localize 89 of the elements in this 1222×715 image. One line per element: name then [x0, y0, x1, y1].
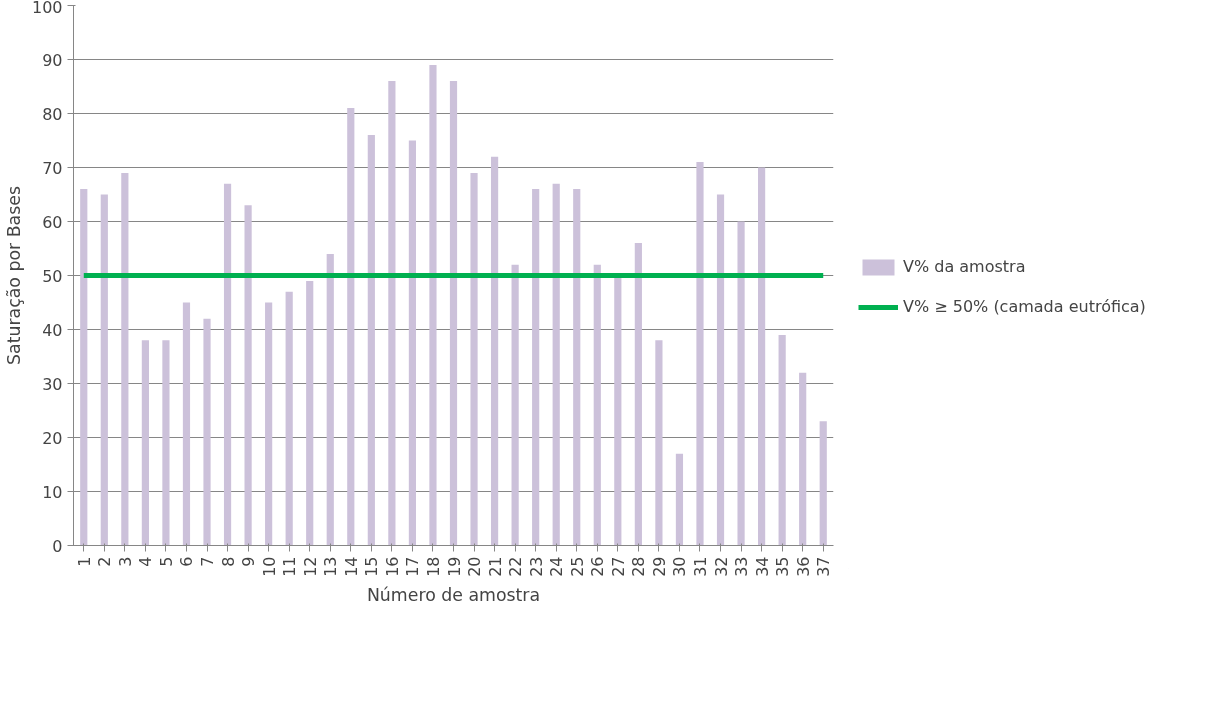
legend-label: V% ≥ 50% (camada eutrófica)	[903, 297, 1146, 316]
x-tick-label: 19	[444, 556, 464, 577]
bar	[100, 194, 108, 546]
x-tick-label: 27	[608, 556, 628, 577]
x-tick-label: 22	[506, 556, 526, 577]
bar	[449, 81, 458, 546]
x-axis-title: Número de amostra	[366, 584, 541, 605]
y-tick-label: 50	[42, 266, 63, 286]
y-tick-label: 20	[42, 428, 63, 448]
bar	[244, 205, 252, 546]
x-tick-label: 23	[526, 556, 546, 577]
bar	[470, 172, 478, 546]
y-tick-label: 10	[42, 482, 63, 502]
bar	[490, 156, 499, 546]
bar	[80, 189, 88, 546]
x-tick-label: 5	[156, 556, 176, 567]
x-tick-label: 25	[567, 556, 587, 577]
bar	[552, 183, 560, 546]
bar	[593, 264, 601, 546]
bar	[799, 372, 807, 546]
bar	[265, 302, 273, 546]
y-axis-title: Saturação por Bases	[3, 186, 24, 365]
x-tick-label: 36	[793, 556, 813, 577]
x-tick-label: 28	[629, 556, 649, 577]
x-tick-label: 26	[588, 556, 608, 577]
x-tick-label: 1	[74, 556, 94, 567]
x-tick-label: 17	[403, 556, 423, 577]
y-tick-label: 0	[52, 536, 63, 556]
bar	[223, 183, 232, 546]
x-tick-label: 21	[485, 556, 505, 577]
bar	[511, 264, 519, 546]
x-tick-label: 9	[239, 556, 259, 567]
bar	[778, 334, 786, 546]
x-tick-label: 12	[300, 556, 320, 577]
bar	[182, 302, 191, 546]
x-tick-label: 16	[382, 556, 402, 577]
x-tick-label: 18	[423, 556, 443, 577]
x-tick-label: 35	[773, 556, 793, 577]
x-tick-label: 34	[752, 556, 772, 577]
bar	[347, 108, 355, 546]
legend-label: V% da amostra	[903, 257, 1026, 276]
y-tick-label: 90	[42, 50, 63, 70]
bar	[141, 340, 149, 546]
x-tick-label: 37	[814, 556, 834, 577]
x-tick-label: 31	[690, 556, 710, 577]
y-tick-label: 30	[42, 374, 63, 394]
bar	[758, 167, 766, 546]
x-tick-label: 6	[177, 556, 197, 567]
x-tick-label: 32	[711, 556, 731, 577]
bar	[819, 421, 827, 546]
bar	[408, 140, 417, 546]
y-tick-label: 70	[42, 158, 63, 178]
y-tick-label: 40	[42, 320, 63, 340]
x-tick-label: 8	[218, 556, 238, 567]
bar	[675, 453, 684, 546]
bar	[203, 318, 211, 546]
x-tick-label: 33	[732, 556, 752, 577]
bar	[162, 340, 170, 546]
bar	[532, 189, 540, 546]
x-tick-label: 24	[547, 556, 567, 577]
bar	[696, 162, 704, 546]
y-tick-label: 60	[42, 212, 63, 232]
bar	[388, 81, 396, 546]
x-tick-label: 13	[321, 556, 341, 577]
bar	[634, 243, 642, 546]
x-tick-label: 2	[95, 556, 115, 567]
x-tick-label: 7	[198, 556, 218, 567]
x-tick-label: 10	[259, 556, 279, 577]
x-tick-label: 14	[341, 556, 361, 577]
bar	[655, 340, 663, 546]
x-tick-label: 29	[649, 556, 669, 577]
x-tick-label: 4	[136, 556, 156, 567]
bar	[306, 280, 314, 546]
bar	[614, 275, 622, 546]
bar	[367, 135, 375, 546]
x-tick-label: 15	[362, 556, 382, 577]
x-tick-label: 30	[670, 556, 690, 577]
bar	[326, 253, 334, 546]
x-tick-label: 11	[280, 556, 300, 577]
x-tick-label: 3	[115, 556, 135, 567]
y-tick-label: 80	[42, 104, 63, 124]
bar	[573, 189, 581, 546]
y-tick-label: 100	[31, 0, 63, 17]
bar	[121, 172, 129, 546]
bar	[737, 221, 745, 546]
x-tick-label: 20	[465, 556, 485, 577]
bar	[716, 194, 725, 546]
bar	[285, 291, 293, 546]
bar	[429, 64, 437, 546]
